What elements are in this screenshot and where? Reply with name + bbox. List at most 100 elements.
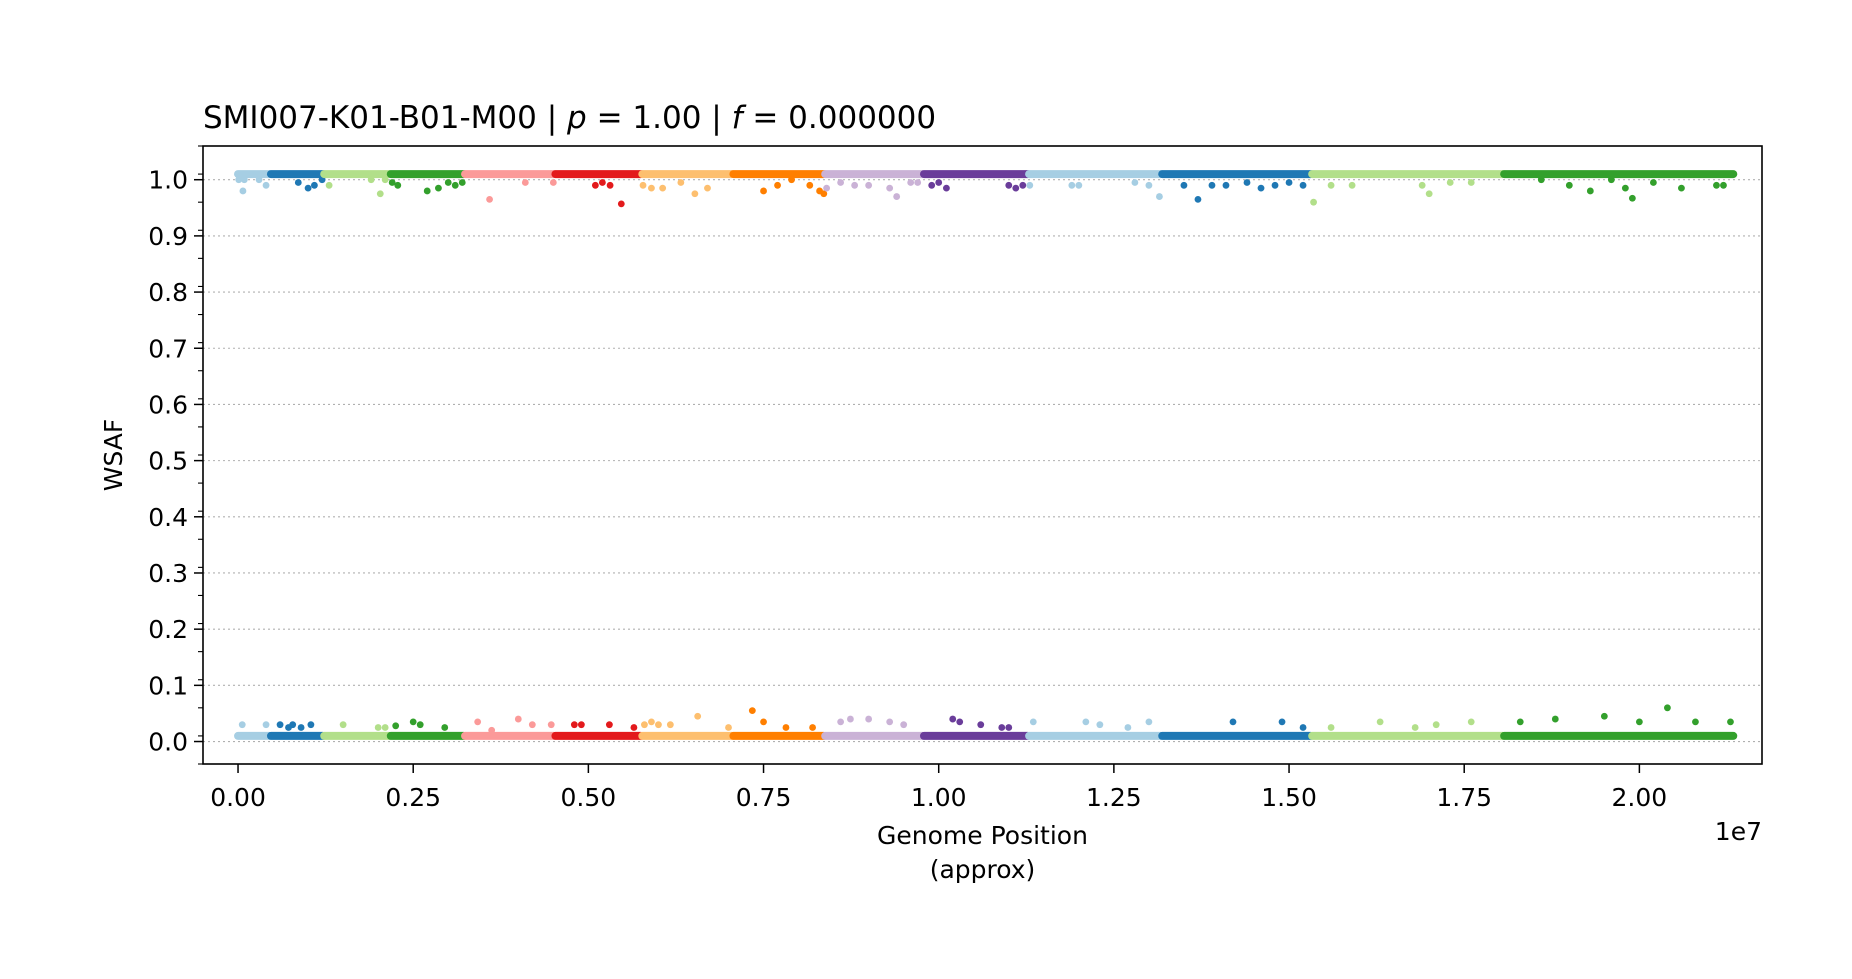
data-point: [1271, 181, 1279, 189]
y-tick-label: 1.0: [148, 166, 188, 195]
data-point: [1180, 181, 1188, 189]
data-point: [774, 181, 781, 189]
data-point: [1411, 724, 1419, 731]
data-point: [1425, 190, 1433, 198]
data-point: [1607, 176, 1615, 184]
data-point: [648, 184, 655, 192]
chromosome-series: [919, 170, 1032, 740]
data-point: [416, 721, 424, 729]
x-tick-label: 0.50: [561, 783, 617, 812]
data-point: [851, 181, 859, 189]
data-point: [1222, 181, 1230, 189]
data-point: [381, 176, 389, 184]
x-axis-offset-label: 1e7: [1715, 817, 1762, 846]
data-point: [1005, 724, 1013, 731]
data-point: [1467, 718, 1475, 726]
data-point: [1628, 194, 1636, 202]
chart-title-part: SMI007-K01-B01-M00 |: [203, 100, 567, 136]
data-point: [1418, 181, 1426, 189]
data-point: [1621, 184, 1629, 192]
chart-title-part: = 0.000000: [743, 100, 937, 136]
data-point: [1068, 181, 1076, 189]
data-point: [394, 181, 402, 189]
data-point: [374, 724, 382, 731]
data-point: [1516, 718, 1524, 726]
y-axis-label: WSAF: [99, 419, 128, 492]
data-point: [1082, 718, 1090, 726]
data-point: [886, 718, 894, 726]
data-point: [630, 724, 638, 731]
y-axis-ticks: 0.0 0.1 0.2 0.3 0.4 0.5 0.6 0.7 0.8 0.9 1.0: [148, 145, 203, 765]
data-point: [1019, 181, 1027, 189]
x-axis-label-sub: (approx): [930, 855, 1036, 884]
data-point: [666, 721, 674, 729]
data-point: [304, 184, 312, 192]
chromosome-series: [320, 170, 394, 740]
data-point: [998, 724, 1006, 731]
data-point: [458, 179, 466, 186]
data-point: [837, 718, 845, 726]
y-tick-label: 0.6: [148, 390, 188, 419]
y-tick-label: 0.5: [148, 447, 188, 476]
data-point: [694, 712, 702, 720]
y-tick-label: 0.7: [148, 334, 188, 363]
data-point: [725, 724, 732, 731]
x-axis-ticks: 0.00 0.25 0.50 0.75 1.00 1.25 1.50 1.75 2.00: [210, 764, 1667, 812]
data-point: [1446, 179, 1454, 186]
data-points: [234, 170, 1738, 740]
data-point: [376, 190, 384, 198]
data-point: [1005, 181, 1013, 189]
chromosome-series: [386, 170, 468, 740]
data-point: [1299, 181, 1307, 189]
data-point: [239, 187, 247, 195]
data-point: [238, 721, 246, 729]
data-point: [893, 193, 901, 200]
data-point: [617, 200, 625, 208]
data-point: [1678, 184, 1685, 192]
data-point: [1727, 718, 1734, 726]
data-point: [606, 181, 614, 189]
chart-title: SMI007-K01-B01-M00 | p = 1.00 | f = 0.00…: [203, 100, 936, 136]
data-point: [521, 179, 529, 186]
data-point: [262, 181, 270, 189]
data-point: [1586, 187, 1594, 195]
data-point: [677, 179, 685, 186]
data-point: [748, 707, 756, 715]
data-point: [1310, 198, 1317, 206]
x-axis-label: Genome Position: [877, 821, 1088, 850]
data-point: [297, 724, 305, 731]
data-point: [641, 721, 648, 729]
chart-title-part: = 1.00 |: [587, 100, 732, 136]
data-point: [782, 724, 790, 731]
x-tick-label: 1.25: [1086, 783, 1142, 812]
data-point: [474, 718, 482, 726]
data-point: [1145, 181, 1153, 189]
y-tick-label: 0.0: [148, 728, 188, 757]
data-point: [577, 721, 585, 729]
x-tick-label: 1.50: [1261, 783, 1317, 812]
data-point: [900, 721, 908, 729]
data-point: [820, 190, 828, 198]
data-point: [639, 181, 647, 189]
data-point: [1635, 718, 1643, 726]
data-point: [907, 179, 915, 186]
x-tick-label: 1.00: [911, 783, 967, 812]
y-tick-label: 0.1: [148, 671, 188, 700]
data-point: [788, 176, 795, 184]
data-point: [1285, 179, 1293, 186]
y-tick-label: 0.2: [148, 615, 188, 644]
data-point: [547, 721, 555, 729]
data-point: [294, 179, 302, 186]
data-point: [1467, 179, 1475, 186]
data-point: [977, 721, 985, 729]
x-tick-label: 0.00: [210, 783, 266, 812]
data-point: [311, 181, 318, 189]
data-point: [1194, 195, 1202, 203]
data-point: [1131, 179, 1139, 186]
chromosome-series: [729, 170, 828, 740]
data-point: [1348, 181, 1356, 189]
data-point: [837, 179, 845, 186]
data-point: [914, 179, 922, 186]
data-point: [1156, 193, 1163, 200]
